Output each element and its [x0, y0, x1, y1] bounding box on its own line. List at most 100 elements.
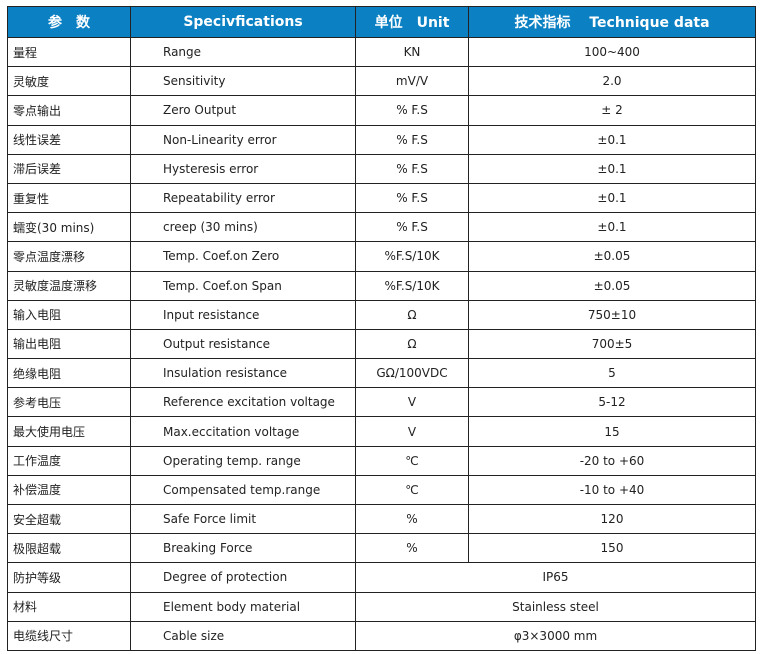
param-cn: 重复性 [7, 182, 131, 214]
value-cell: 15 [468, 416, 756, 447]
unit-cell: % F.S [355, 212, 469, 243]
param-cn: 防护等级 [7, 562, 131, 593]
header-specifications: Specivfications [130, 6, 356, 38]
unit-cell: GΩ/100VDC [355, 358, 469, 389]
unit-cell: KN [355, 36, 469, 68]
value-cell: 120 [468, 503, 756, 535]
table-row: 绝缘电阻 Insulation resistance GΩ/100VDC 5 [7, 358, 756, 389]
param-cn: 灵敏度 [7, 66, 131, 97]
param-cn: 工作温度 [7, 445, 131, 476]
value-cell: -20 to +60 [468, 445, 756, 476]
param-en: Output resistance [130, 328, 356, 360]
param-cn: 滞后误差 [7, 153, 131, 184]
table-row: 极限超载 Breaking Force% 150 [7, 533, 756, 564]
param-en: Zero Output [130, 95, 356, 126]
table-row: 参考电压 Reference excitation voltage V 5-12 [7, 387, 756, 418]
param-cn: 补偿温度 [7, 474, 131, 506]
param-cn: 输出电阻 [7, 328, 131, 360]
value-cell: ±0.1 [468, 153, 756, 184]
value-cell: ±0.05 [468, 270, 756, 301]
unit-cell: ℃ [355, 474, 469, 506]
param-cn: 材料 [7, 591, 131, 622]
param-en: Insulation resistance [130, 358, 356, 389]
param-cn: 线性误差 [7, 124, 131, 155]
table-row: 滞后误差 Hysteresis error% F.S ±0.1 [7, 153, 756, 184]
unit-cell: V [355, 387, 469, 418]
param-en: Degree of protection [130, 562, 356, 593]
unit-cell: mV/V [355, 66, 469, 97]
param-en: Temp. Coef.on Span [130, 270, 356, 301]
param-en: Breaking Force [130, 533, 356, 564]
unit-cell: % F.S [355, 95, 469, 126]
table-row: 灵敏度 Sensitivity mV/V 2.0 [7, 66, 756, 97]
value-cell: ±0.1 [468, 212, 756, 243]
table-row: 安全超载 Safe Force limit% 120 [7, 503, 756, 535]
param-en: Temp. Coef.on Zero [130, 241, 356, 272]
param-en: Compensated temp.range [130, 474, 356, 506]
value-cell: -10 to +40 [468, 474, 756, 506]
table-row: 电缆线尺寸 Cable size φ3×3000 mm [7, 620, 756, 651]
unit-cell: % [355, 533, 469, 564]
unit-cell: %F.S/10K [355, 270, 469, 301]
param-cn: 灵敏度温度漂移 [7, 270, 131, 301]
param-cn: 量程 [7, 36, 131, 68]
param-cn: 输入电阻 [7, 299, 131, 330]
param-cn: 电缆线尺寸 [7, 620, 131, 651]
header-unit: 单位 Unit [355, 6, 469, 38]
spec-table: 参 数 Specivfications 单位 Unit 技术指标 Techniq… [7, 6, 756, 651]
unit-cell: % F.S [355, 182, 469, 214]
param-en: Reference excitation voltage [130, 387, 356, 418]
param-cn: 最大使用电压 [7, 416, 131, 447]
value-cell: 2.0 [468, 66, 756, 97]
header-technique-data: 技术指标 Technique data [468, 6, 756, 38]
param-en: Repeatability error [130, 182, 356, 214]
param-cn: 蠕变(30 mins) [7, 212, 131, 243]
param-en: Sensitivity [130, 66, 356, 97]
value-cell: Stainless steel [355, 591, 756, 622]
table-row: 灵敏度温度漂移 Temp. Coef.on Span %F.S/10K ±0.05 [7, 270, 756, 301]
param-cn: 极限超载 [7, 533, 131, 564]
value-cell: ± 2 [468, 95, 756, 126]
table-row: 最大使用电压 Max.eccitation voltage V 15 [7, 416, 756, 447]
table-row: 量程 Range KN 100~400 [7, 36, 756, 68]
value-cell: φ3×3000 mm [355, 620, 756, 651]
table-row: 补偿温度 Compensated temp.range ℃ -10 to +40 [7, 474, 756, 506]
table-row: 工作温度 Operating temp. range ℃ -20 to +60 [7, 445, 756, 476]
table-row: 材料 Element body material Stainless steel [7, 591, 756, 622]
value-cell: ±0.1 [468, 182, 756, 214]
param-cn: 零点输出 [7, 95, 131, 126]
param-en: Input resistance [130, 299, 356, 330]
table-row: 蠕变(30 mins) creep (30 mins)% F.S ±0.1 [7, 212, 756, 243]
param-en: Range [130, 36, 356, 68]
table-row: 线性误差 Non-Linearity error% F.S ±0.1 [7, 124, 756, 155]
unit-cell: % F.S [355, 153, 469, 184]
param-en: Hysteresis error [130, 153, 356, 184]
value-cell: 150 [468, 533, 756, 564]
table-row: 防护等级 Degree of protection IP65 [7, 562, 756, 593]
param-en: Operating temp. range [130, 445, 356, 476]
table-row: 输入电阻 Input resistance Ω 750±10 [7, 299, 756, 330]
param-cn: 参考电压 [7, 387, 131, 418]
header-param: 参 数 [7, 6, 131, 38]
value-cell: ±0.1 [468, 124, 756, 155]
unit-cell: % [355, 503, 469, 535]
param-cn: 安全超载 [7, 503, 131, 535]
table-row: 零点输出 Zero Output% F.S ± 2 [7, 95, 756, 126]
unit-cell: Ω [355, 328, 469, 360]
value-cell: 100~400 [468, 36, 756, 68]
value-cell: 700±5 [468, 328, 756, 360]
value-cell: 5 [468, 358, 756, 389]
param-en: Cable size [130, 620, 356, 651]
param-en: Max.eccitation voltage [130, 416, 356, 447]
param-en: creep (30 mins) [130, 212, 356, 243]
value-cell: ±0.05 [468, 241, 756, 272]
table-row: 重复性 Repeatability error% F.S ±0.1 [7, 182, 756, 214]
param-en: Element body material [130, 591, 356, 622]
table-row: 零点温度漂移 Temp. Coef.on Zero %F.S/10K ±0.05 [7, 241, 756, 272]
unit-cell: % F.S [355, 124, 469, 155]
param-en: Non-Linearity error [130, 124, 356, 155]
unit-cell: ℃ [355, 445, 469, 476]
table-row: 输出电阻 Output resistance Ω 700±5 [7, 328, 756, 360]
unit-cell: Ω [355, 299, 469, 330]
header-row: 参 数 Specivfications 单位 Unit 技术指标 Techniq… [7, 6, 756, 38]
